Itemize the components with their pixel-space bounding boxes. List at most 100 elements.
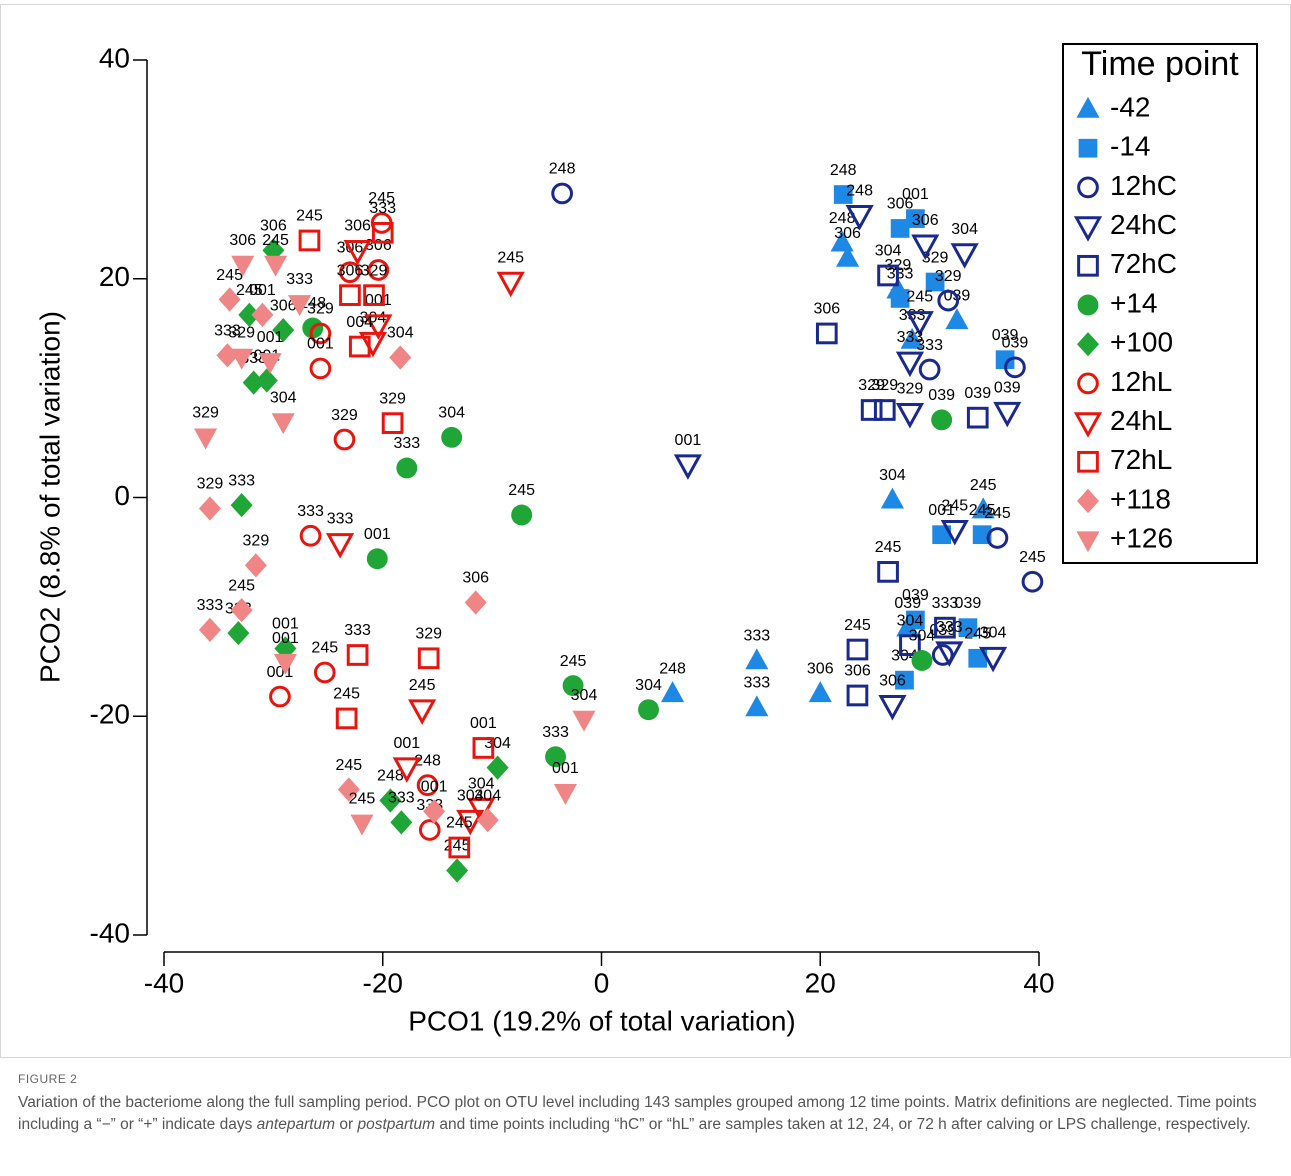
point-label: 248	[377, 768, 404, 785]
point-label: 306	[270, 297, 297, 314]
point	[899, 634, 921, 657]
point	[900, 327, 924, 349]
caption-text: antepartum	[256, 1116, 336, 1133]
point	[945, 308, 969, 330]
point	[911, 234, 940, 261]
point	[638, 699, 659, 721]
point	[906, 209, 925, 228]
point-label: 039	[994, 379, 1021, 396]
point	[339, 284, 361, 307]
point-label: 304	[875, 243, 902, 260]
point-label: 304	[474, 787, 501, 804]
point	[389, 345, 412, 370]
point	[966, 406, 989, 429]
point-label: 306	[834, 225, 861, 242]
x-tick-label: 0	[594, 967, 610, 998]
point	[995, 350, 1015, 370]
point	[661, 681, 685, 703]
point	[309, 357, 332, 380]
y-tick-label: -40	[90, 917, 130, 948]
legend-marker	[1077, 294, 1099, 316]
point	[390, 810, 413, 835]
point-label: 304	[980, 624, 1007, 641]
point-label: 039	[964, 385, 991, 402]
point-label: 001	[675, 432, 702, 449]
point	[299, 524, 322, 547]
point-label: 245	[333, 686, 360, 703]
point-label: 001	[470, 715, 497, 732]
point-label: 245	[906, 289, 933, 306]
point	[379, 788, 402, 813]
point	[940, 520, 969, 546]
point	[258, 353, 282, 374]
point-label: 306	[337, 262, 364, 279]
point-label: 329	[307, 301, 334, 318]
point	[925, 272, 945, 292]
legend-label: +118	[1110, 483, 1171, 514]
point	[978, 646, 1008, 673]
legend-marker	[1077, 332, 1099, 357]
point	[441, 426, 463, 448]
point	[878, 695, 907, 721]
point-label: 306	[879, 673, 906, 690]
point	[231, 255, 255, 277]
point	[918, 358, 941, 381]
legend-marker	[1077, 176, 1099, 199]
point-label: 039	[1002, 335, 1029, 352]
point-label: 245	[444, 838, 471, 855]
point	[860, 399, 883, 421]
point-label: 333	[897, 329, 924, 346]
legend-marker	[1073, 216, 1103, 242]
point	[1021, 570, 1044, 593]
point	[343, 240, 372, 266]
x-axis-label: PCO1 (19.2% of total variation)	[408, 1005, 796, 1036]
legend-title: Time point	[1081, 45, 1239, 83]
point-label: 306	[887, 196, 914, 213]
legend-marker	[1073, 412, 1103, 438]
point-label: 001	[552, 760, 579, 777]
point-label: 306	[807, 661, 834, 678]
point-label: 245	[228, 577, 255, 594]
y-tick-label: 20	[99, 261, 130, 292]
point-label: 304	[897, 612, 924, 629]
point-label: 329	[192, 405, 219, 422]
point	[416, 774, 439, 797]
point-label: 245	[560, 653, 587, 670]
point-label: 329	[858, 377, 885, 394]
point-label: 245	[311, 640, 338, 657]
point-label: 333	[297, 503, 324, 520]
point-label: 304	[571, 687, 598, 704]
point	[935, 641, 964, 667]
point-label: 329	[243, 533, 270, 550]
point-label: 039	[955, 595, 982, 612]
point-label: 306	[844, 663, 871, 680]
point	[272, 318, 295, 343]
point	[472, 737, 495, 759]
point-label: 248	[830, 162, 857, 179]
point-label: 333	[388, 790, 415, 807]
point-label: 304	[457, 787, 484, 804]
point	[230, 493, 253, 518]
point	[238, 302, 261, 327]
point	[880, 487, 904, 509]
point-label: 333	[743, 675, 770, 692]
x-tick-label: -40	[144, 967, 184, 998]
point	[251, 302, 274, 327]
point-label: 333	[327, 511, 354, 528]
point	[371, 221, 394, 244]
point-label: 329	[197, 476, 224, 493]
caption-text: Variation of the bacteriome along the fu…	[18, 1094, 1257, 1133]
legend-marker	[1077, 372, 1099, 395]
caption-text: postpartum	[357, 1116, 436, 1133]
point-label: 333	[197, 597, 224, 614]
point-label: 333	[743, 628, 770, 645]
point	[562, 675, 584, 697]
y-tick-label: 40	[99, 42, 130, 73]
point-label: 245	[964, 626, 991, 643]
legend-marker	[1076, 531, 1100, 553]
point-label: 329	[935, 268, 962, 285]
legend-label: 24hL	[1110, 405, 1172, 436]
legend-label: -42	[1110, 91, 1150, 122]
point-label: 304	[360, 309, 387, 326]
point	[745, 648, 769, 670]
